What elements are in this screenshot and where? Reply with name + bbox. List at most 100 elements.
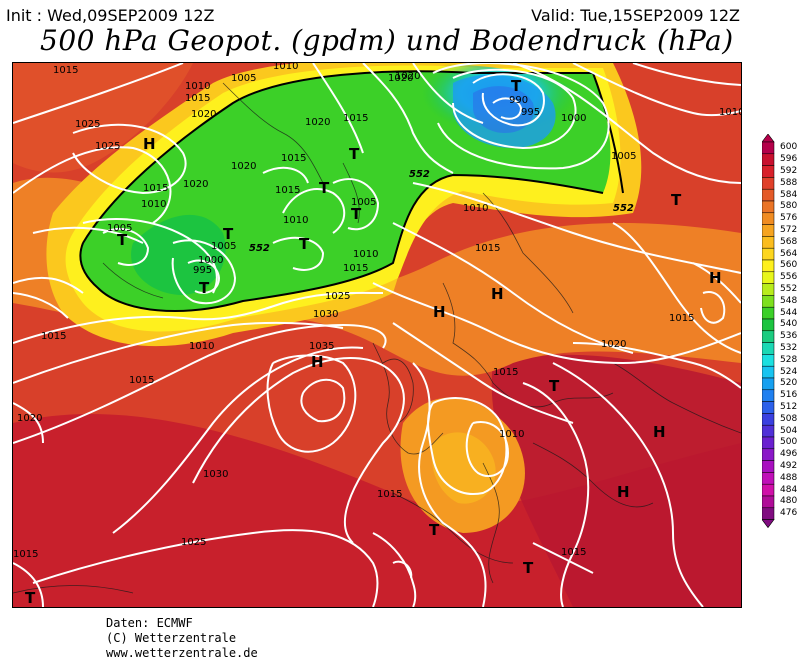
scale-swatch [762, 200, 775, 214]
scale-label: 520 [780, 378, 798, 389]
scale-label: 600 [780, 142, 798, 153]
isobar-label: 1015 [185, 93, 210, 104]
scale-swatch [762, 212, 775, 225]
init-time: Init : Wed,09SEP2009 12Z [6, 6, 215, 25]
isobar-label: 1020 [601, 339, 626, 350]
scale-swatch [762, 236, 775, 249]
isobar-label: 1015 [13, 549, 38, 560]
weather-map: 1015 1010 1015 1020 1025 1025 1015 1020 … [12, 62, 742, 608]
scale-swatch [762, 389, 775, 402]
isobar-label: 1000 [561, 113, 586, 124]
high-pressure-marker: H [433, 303, 446, 321]
scale-swatch [762, 460, 775, 473]
isobar-label: 1005 [351, 197, 376, 208]
scale-swatch [762, 188, 775, 202]
isobar-label: 1015 [53, 65, 78, 76]
low-pressure-marker: T [117, 231, 128, 249]
scale-label: 484 [780, 484, 798, 495]
website-link[interactable]: www.wetterzentrale.de [106, 646, 258, 660]
isobar-label: 1015 [129, 375, 154, 386]
scale-swatch [762, 259, 775, 273]
scale-label: 492 [780, 461, 798, 471]
scale-label: 596 [780, 154, 798, 165]
isobar-label: 1020 [388, 73, 413, 84]
low-pressure-marker: T [199, 279, 210, 297]
scale-swatch [762, 318, 775, 332]
isobar-label: 1030 [203, 469, 228, 480]
isobar-label: 1005 [231, 73, 256, 84]
scale-top-cap [762, 134, 775, 143]
scale-label: 508 [780, 413, 798, 424]
isobar-label: 1010 [353, 249, 378, 260]
isobar-label: 1030 [313, 309, 338, 320]
isobar-label: 1025 [325, 291, 350, 302]
copyright-text: (C) Wetterzentrale [106, 631, 237, 645]
scale-label: 500 [780, 437, 798, 448]
isobar-label: 1020 [305, 117, 330, 128]
isobar-label: 1015 [343, 263, 368, 274]
scale-label: 576 [780, 213, 798, 224]
scale-swatch [762, 377, 775, 391]
color-scale-legend: 600 596 592 588 584 580 576 572 568 564 560 556 552 5… [762, 134, 810, 532]
data-source-text: Daten: ECMWF [106, 616, 193, 630]
scale-label: 512 [780, 402, 798, 412]
low-pressure-marker: T [523, 559, 534, 577]
height-label: 552 [409, 169, 430, 180]
isobar-label: 1025 [75, 119, 100, 130]
scale-swatch [762, 177, 775, 190]
isobar-label: 1010 [719, 107, 741, 118]
scale-swatch [762, 271, 775, 284]
isobar-label: 1025 [181, 537, 206, 548]
low-pressure-marker: T [223, 225, 234, 243]
isobar-label: 1015 [493, 367, 518, 378]
scale-swatch [762, 153, 775, 166]
height-label: 552 [249, 243, 270, 254]
scale-swatch [762, 141, 775, 155]
scale-label: 488 [780, 472, 798, 483]
scale-swatch [762, 330, 775, 343]
scale-label: 524 [780, 366, 798, 377]
scale-swatch [762, 247, 775, 261]
scale-label: 584 [780, 189, 798, 200]
scale-label: 572 [780, 225, 798, 235]
scale-swatch [762, 401, 775, 414]
isobar-label: 1020 [395, 71, 420, 82]
scale-swatch [762, 306, 775, 320]
low-pressure-marker: T [25, 589, 36, 607]
scale-label: 564 [780, 248, 798, 259]
scale-swatch [762, 295, 775, 308]
isobar-label: 1020 [17, 413, 42, 424]
scale-label: 568 [780, 236, 798, 247]
scale-swatch [762, 436, 775, 450]
scale-swatch [762, 283, 775, 296]
isobar-label: 1005 [211, 241, 236, 252]
scale-swatch [762, 224, 775, 237]
low-pressure-marker: T [351, 205, 362, 223]
color-scale-bar [762, 134, 775, 529]
low-pressure-marker: T [299, 235, 310, 253]
scale-swatch [762, 424, 775, 438]
isobar-label: 1020 [183, 179, 208, 190]
isobar-label: 1010 [141, 199, 166, 210]
scale-label: 548 [780, 295, 798, 306]
low-pressure-marker: T [511, 77, 522, 95]
high-pressure-marker: H [311, 353, 324, 371]
map-title: 500 hPa Geopot. (gpdm) und Bodendruck (h… [40, 24, 734, 57]
scale-label: 544 [780, 307, 798, 318]
high-pressure-marker: H [617, 483, 630, 501]
low-pressure-marker: T [671, 191, 682, 209]
low-pressure-marker: T [429, 521, 440, 539]
isobar-label: 1020 [191, 109, 216, 120]
isobar-label: 1005 [611, 151, 636, 162]
scale-label: 476 [780, 508, 798, 519]
scale-label: 580 [780, 201, 798, 212]
isobar-label: 995 [521, 107, 540, 118]
isobar-label: 1015 [561, 547, 586, 558]
isobar-label: 1010 [185, 81, 210, 92]
scale-label: 496 [780, 449, 798, 460]
scale-label: 560 [780, 260, 798, 271]
scale-swatch [762, 413, 775, 426]
high-pressure-marker: H [709, 269, 722, 287]
scale-label: 532 [780, 343, 798, 353]
isobar-label: 1015 [275, 185, 300, 196]
